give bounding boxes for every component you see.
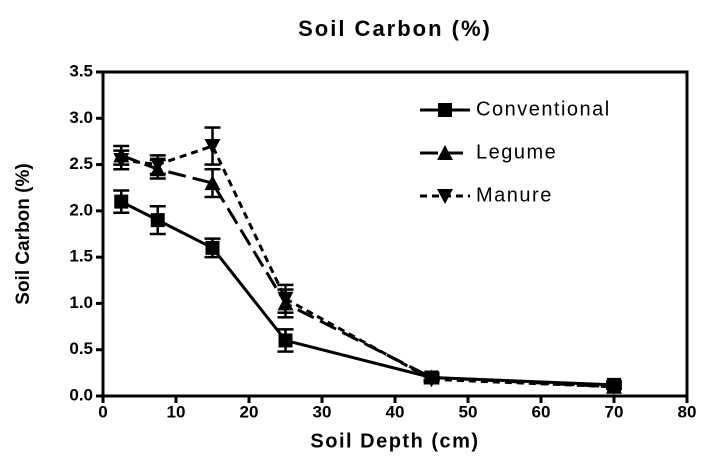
data-point <box>423 372 440 388</box>
data-point <box>606 379 622 395</box>
x-tick-label: 10 <box>167 402 186 421</box>
legend-label: Manure <box>476 184 553 206</box>
series-line <box>120 200 615 387</box>
plot-frame <box>101 70 689 398</box>
legend-marker <box>437 189 453 204</box>
x-axis-label: Soil Depth (cm) <box>310 430 479 452</box>
y-tick-label: 1.5 <box>69 247 93 266</box>
y-tick-label: 2.5 <box>69 154 93 173</box>
data-point <box>278 333 293 348</box>
legend-label: Legume <box>476 141 557 163</box>
x-tick-label: 40 <box>386 402 405 421</box>
y-tick-label: 3.5 <box>69 61 93 80</box>
x-tick-label: 60 <box>532 402 551 421</box>
data-point <box>149 157 166 173</box>
y-tick-label: 2.0 <box>69 200 93 219</box>
x-tick-label: 50 <box>459 402 478 421</box>
y-tick-label: 0.0 <box>69 385 93 404</box>
data-point <box>114 194 129 209</box>
x-tick-label: 0 <box>98 402 107 421</box>
x-tick-label: 30 <box>313 402 332 421</box>
series-line <box>120 153 615 389</box>
data-point <box>205 240 220 255</box>
data-point <box>204 175 221 191</box>
data-point <box>113 152 130 168</box>
x-tick-label: 20 <box>240 402 259 421</box>
legend-marker <box>438 103 452 117</box>
y-tick-label: 0.5 <box>69 339 93 358</box>
x-tick-label: 80 <box>678 402 697 421</box>
chart-title: Soil Carbon (%) <box>298 16 492 41</box>
y-tick-label: 3.0 <box>69 108 93 127</box>
data-point <box>150 213 165 228</box>
legend-label: Conventional <box>476 98 611 120</box>
x-tick-label: 70 <box>605 402 624 421</box>
y-axis-label: Soil Carbon (%) <box>13 163 34 304</box>
series-line <box>121 144 615 389</box>
data-point <box>277 291 294 307</box>
data-point <box>204 139 221 155</box>
y-tick-label: 1.0 <box>69 293 93 312</box>
legend-marker <box>437 145 453 160</box>
